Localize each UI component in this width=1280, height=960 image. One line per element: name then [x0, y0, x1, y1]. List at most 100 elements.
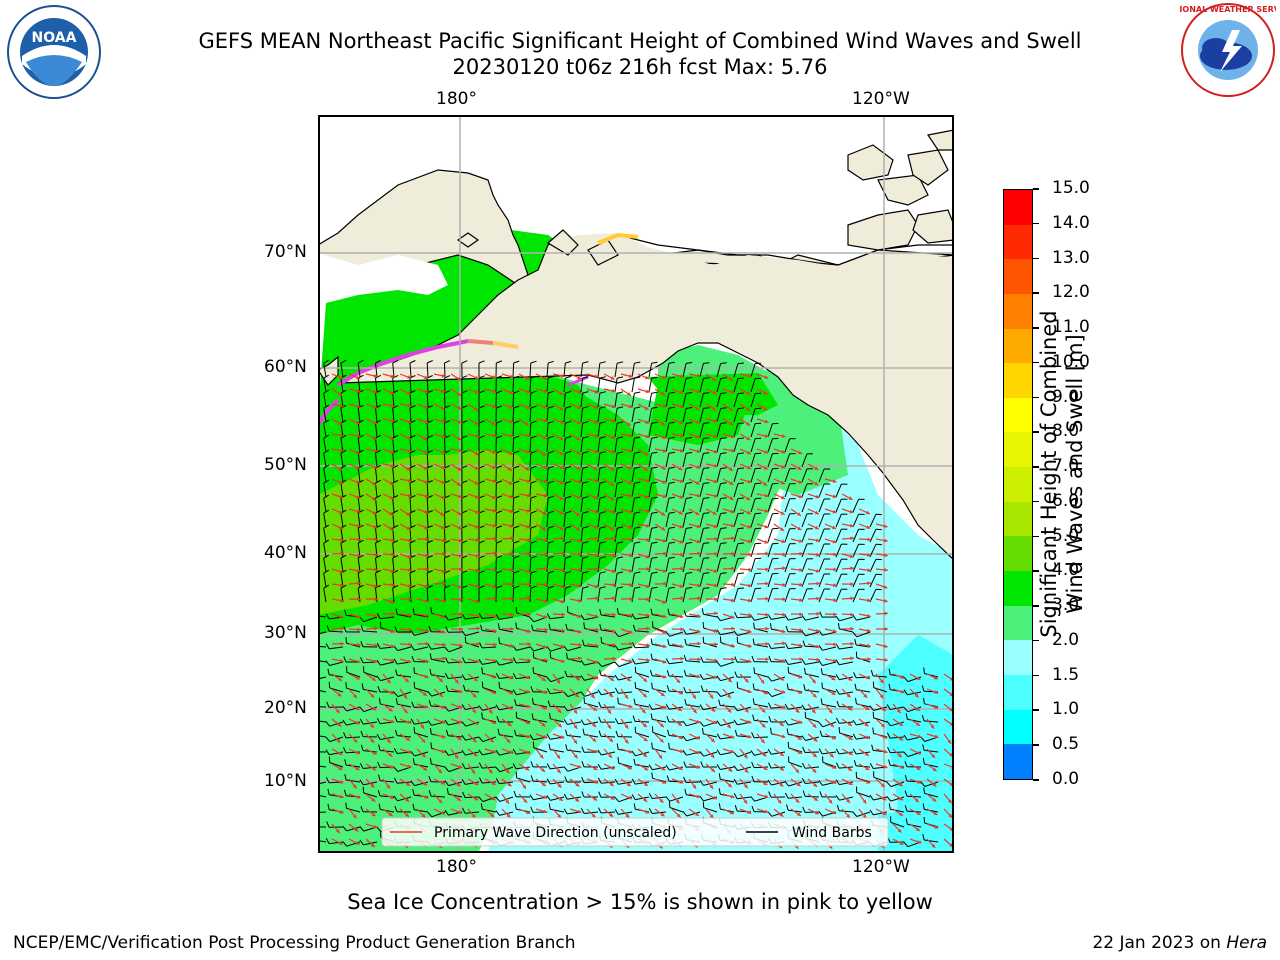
wind-barb-feather [701, 727, 704, 734]
wind-barb [699, 573, 704, 588]
wave-direction-arrowhead [713, 524, 718, 529]
wave-direction-arrowhead [560, 584, 565, 589]
wind-barb [465, 766, 480, 770]
lat-label-40n: 40°N [264, 543, 307, 563]
wave-direction-arrowhead [391, 582, 395, 587]
wind-barb-feather [818, 780, 823, 786]
wind-barb-feather [599, 391, 606, 394]
wind-barb-feather [429, 653, 432, 660]
wind-barb-feather [513, 540, 520, 544]
wave-direction-arrowhead [372, 677, 376, 681]
wind-barb [323, 543, 327, 558]
wave-direction-arrowhead [815, 644, 820, 649]
wave-direction-arrowhead [357, 581, 361, 586]
wind-barb-feather [598, 730, 602, 737]
wave-direction-arrowhead [780, 767, 785, 771]
wind-barb [856, 703, 871, 708]
wind-barb-feather [767, 676, 772, 682]
wind-barb [805, 616, 820, 621]
wave-direction-arrowhead [731, 536, 735, 541]
wave-direction-arrowhead [576, 436, 581, 441]
wind-barb [323, 468, 327, 483]
wind-barb-feather [429, 728, 432, 735]
wave-direction-arrowhead [626, 677, 631, 681]
wind-barb [426, 392, 429, 408]
wind-barb-feather [835, 748, 840, 755]
wind-barb-feather [327, 668, 330, 675]
wave-direction-arrowhead [813, 797, 818, 801]
wind-barb [584, 734, 599, 738]
wind-barb-feather [513, 375, 520, 379]
wind-barb-feather [478, 796, 484, 802]
wave-direction-arrowhead [764, 450, 769, 454]
wind-barb-feather [786, 804, 789, 811]
wind-barb-feather [547, 540, 554, 544]
wind-barb-feather [344, 774, 347, 781]
wind-barb-feather [668, 496, 675, 499]
wind-barb-feather [357, 539, 364, 544]
wind-barb-feather [375, 479, 382, 484]
wave-direction-arrowhead [850, 566, 854, 571]
wave-direction-arrowhead [730, 794, 735, 799]
wind-barb-feather [461, 525, 468, 529]
wind-barb [771, 811, 786, 817]
wind-barb-feather [599, 586, 606, 589]
wind-barb-feather [667, 639, 670, 646]
wave-direction-arrowhead [544, 566, 548, 571]
wind-barb-feather [684, 698, 687, 706]
wind-barb [499, 661, 514, 666]
wind-barb [733, 528, 739, 543]
wind-barb-feather [496, 390, 503, 394]
wind-barb-feather [737, 467, 744, 470]
map-frame[interactable]: Primary Wave Direction (unscaled) Wind B… [318, 115, 954, 853]
wind-barb [873, 776, 888, 783]
wind-barb [716, 573, 722, 588]
wave-direction-arrowhead [526, 449, 531, 454]
wind-barb [340, 438, 344, 453]
wind-barb-feather [563, 691, 569, 697]
wave-direction-arrowhead [679, 479, 684, 483]
wave-direction-arrowhead [406, 436, 411, 440]
wind-barb-feather [686, 587, 693, 589]
wind-barb [924, 763, 939, 768]
wave-direction-arrowhead [730, 749, 735, 754]
wind-barb [665, 363, 670, 378]
wind-barb-feather [340, 539, 347, 544]
wave-direction-arrowhead [356, 509, 361, 514]
wave-direction-arrowhead [799, 628, 803, 632]
wind-barb-feather [392, 524, 399, 529]
wind-barb [512, 377, 515, 393]
wave-direction-arrowhead [880, 723, 885, 728]
wind-barb [550, 749, 565, 753]
wave-direction-arrowhead [458, 585, 463, 589]
wave-direction-arrowhead [440, 811, 445, 815]
wave-direction-arrowhead [900, 689, 905, 694]
wave-direction-arrowhead [662, 404, 667, 408]
wind-barb [771, 751, 786, 755]
wind-barb [856, 616, 871, 621]
wind-barb [546, 557, 549, 573]
wave-direction-arrowhead [492, 614, 497, 618]
wave-direction-arrowhead [710, 753, 715, 758]
wind-barb-feather [529, 645, 534, 652]
wind-barb-feather [323, 509, 330, 514]
wave-direction-arrowhead [914, 693, 919, 698]
wind-barb-feather [686, 422, 693, 424]
wind-barb [580, 438, 584, 453]
wave-direction-arrowhead [356, 795, 361, 799]
wind-barb-feather [392, 389, 399, 394]
wind-barb-feather [496, 375, 503, 379]
wind-barb-feather [496, 495, 503, 499]
wind-barb [686, 704, 701, 708]
wave-direction-arrowhead [407, 659, 412, 664]
wind-barb [567, 658, 582, 663]
wind-barb-feather [686, 452, 693, 454]
wind-barb-feather [720, 572, 727, 574]
wind-barb-feather [478, 390, 485, 394]
wind-barb [340, 588, 344, 603]
wave-direction-arrowhead [527, 551, 531, 556]
wind-barb-feather [410, 630, 415, 636]
wind-barb [682, 498, 687, 513]
wind-barb-feather [357, 524, 364, 529]
wave-direction-arrowhead [475, 525, 480, 529]
